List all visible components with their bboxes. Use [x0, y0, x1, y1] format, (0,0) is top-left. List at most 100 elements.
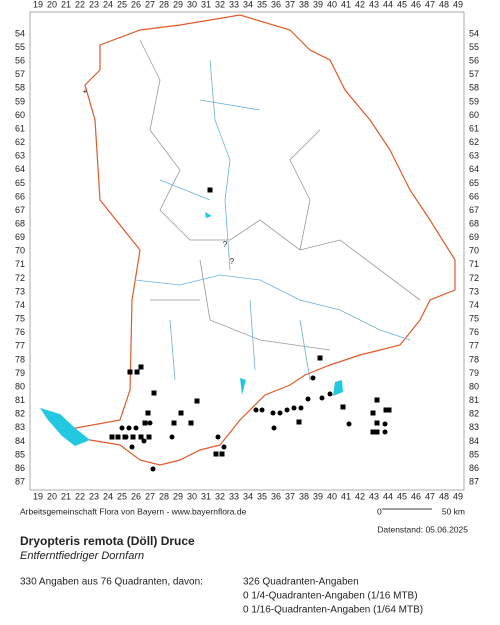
occurrences [109, 187, 392, 472]
row-label: 80 [469, 381, 479, 391]
occurrence-dot [284, 407, 290, 413]
row-label: 77 [469, 341, 479, 351]
column-label: 45 [397, 491, 407, 501]
column-label: 46 [411, 491, 421, 501]
occurrence-square [171, 420, 177, 426]
row-label: 85 [469, 449, 479, 459]
occurrence-dot [253, 407, 259, 413]
occurrence-dot [319, 395, 325, 401]
column-label: 29 [173, 491, 183, 501]
row-label: 63 [469, 151, 479, 161]
row-label: 74 [469, 300, 479, 310]
row-label: 56 [15, 56, 25, 66]
occurrence-square [296, 419, 302, 425]
uncertain-mark: ? [230, 257, 235, 266]
row-label: 70 [15, 246, 25, 256]
row-label: 71 [469, 259, 479, 269]
column-label: 20 [47, 491, 57, 501]
row-label: 81 [469, 395, 479, 405]
occurrence-dot [221, 444, 227, 450]
column-label: 48 [439, 0, 449, 9]
row-label: 70 [469, 246, 479, 256]
column-label: 44 [383, 491, 393, 501]
column-label: 43 [369, 491, 379, 501]
row-label: 54 [15, 28, 25, 38]
row-label: 64 [469, 164, 479, 174]
occurrence-square [138, 364, 144, 370]
row-label: 68 [15, 218, 25, 228]
occurrence-square [194, 398, 200, 404]
row-label: 65 [469, 178, 479, 188]
occurrence-dot [169, 434, 175, 440]
column-label: 39 [313, 0, 323, 9]
row-label: 87 [15, 477, 25, 487]
row-label: 57 [15, 69, 25, 79]
column-label: 21 [61, 491, 71, 501]
occurrence-square [145, 410, 151, 416]
column-label: 25 [117, 0, 127, 9]
row-label: 79 [15, 368, 25, 378]
column-label: 21 [61, 0, 71, 9]
occurrence-square [151, 390, 157, 396]
row-label: 56 [469, 56, 479, 66]
district-borders [139, 39, 421, 351]
occurrence-square [130, 434, 136, 440]
row-label: 64 [15, 164, 25, 174]
column-label: 25 [117, 491, 127, 501]
row-label: 58 [469, 83, 479, 93]
column-label: 39 [313, 491, 323, 501]
occurrence-dot [133, 425, 139, 431]
occurrence-dot [305, 396, 311, 402]
occurrence-square [386, 407, 392, 413]
occurrence-square [374, 429, 380, 435]
column-label: 43 [369, 0, 379, 9]
occurrence-square [207, 187, 213, 193]
occurrence-dot [271, 425, 277, 431]
row-label: 71 [15, 259, 25, 269]
row-label: 69 [15, 232, 25, 242]
occurrence-square [370, 410, 376, 416]
column-label: 34 [243, 491, 253, 501]
occurrence-dot [259, 407, 265, 413]
uncertain-mark: ? [223, 240, 228, 249]
row-label: 55 [469, 42, 479, 52]
column-label: 41 [341, 0, 351, 9]
row-label: 82 [469, 409, 479, 419]
occurrence-square [374, 420, 380, 426]
column-label: 31 [201, 0, 211, 9]
occurrence-dot [382, 421, 388, 427]
column-label: 29 [173, 0, 183, 9]
column-label: 22 [75, 491, 85, 501]
column-label: 48 [439, 491, 449, 501]
row-label: 73 [469, 286, 479, 296]
column-label: 24 [103, 0, 113, 9]
column-label: 38 [299, 0, 309, 9]
scale-start: 0 [377, 506, 382, 516]
column-label: 44 [383, 0, 393, 9]
row-label: 61 [15, 123, 25, 133]
row-label: 85 [15, 449, 25, 459]
row-label: 65 [15, 178, 25, 188]
column-label: 36 [271, 0, 281, 9]
row-label: 79 [469, 368, 479, 378]
grid-labels: 19 19 20 20 21 21 22 22 23 23 24 24 25 25 26 26 27 27 28 28… [15, 0, 479, 501]
row-label: 62 [469, 137, 479, 147]
row-label: 81 [15, 395, 25, 405]
column-label: 23 [89, 0, 99, 9]
state-border [62, 14, 456, 466]
row-label: 83 [15, 422, 25, 432]
row-label: 72 [469, 273, 479, 283]
plus-mark: + [83, 87, 88, 96]
column-label: 35 [257, 491, 267, 501]
row-label: 54 [469, 28, 479, 38]
column-label: 33 [229, 0, 239, 9]
occurrence-square [134, 369, 140, 375]
row-label: 66 [15, 191, 25, 201]
column-label: 42 [355, 491, 365, 501]
column-label: 26 [131, 0, 141, 9]
row-label: 67 [15, 205, 25, 215]
occurrence-square [374, 397, 380, 403]
row-label: 78 [15, 354, 25, 364]
row-label: 75 [15, 314, 25, 324]
